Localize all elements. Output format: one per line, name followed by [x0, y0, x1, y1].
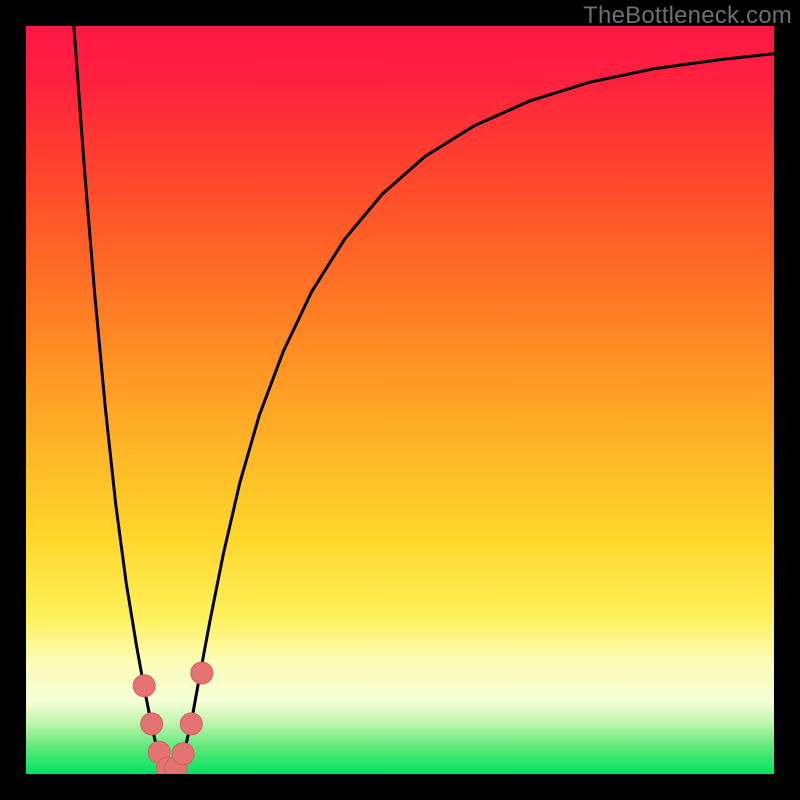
data-marker [191, 662, 213, 684]
data-marker [141, 713, 163, 735]
data-marker [180, 713, 202, 735]
chart-canvas [0, 0, 800, 800]
watermark-label: TheBottleneck.com [583, 2, 792, 30]
data-marker [133, 675, 155, 697]
data-marker [172, 743, 194, 765]
bottleneck-chart: TheBottleneck.com [0, 0, 800, 800]
